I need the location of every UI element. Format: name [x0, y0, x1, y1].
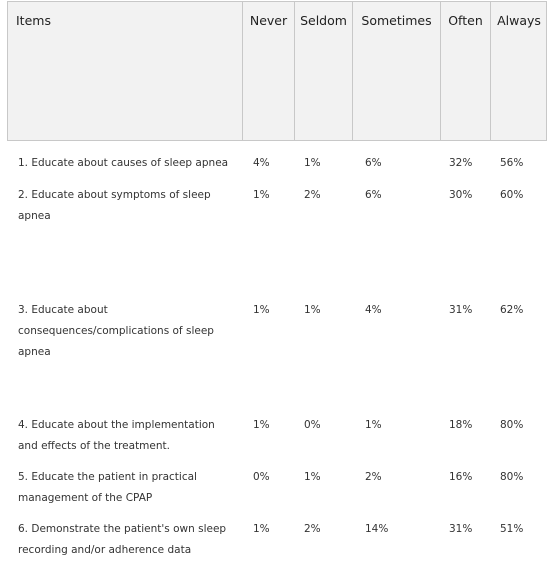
row-never-value: 1% — [253, 189, 270, 201]
row-often-value: 31% — [449, 304, 473, 316]
row-always-value: 60% — [500, 189, 524, 201]
row-item-label: 1. Educate about causes of sleep apnea — [18, 157, 229, 169]
header-items: Items — [16, 13, 51, 28]
row-never-value: 1% — [253, 523, 270, 535]
row-always-value: 62% — [500, 304, 524, 316]
row-sometimes-value: 1% — [365, 419, 382, 431]
row-seldom-value: 2% — [304, 523, 321, 535]
survey-table: Items Never Seldom Sometimes Often Alway… — [7, 1, 547, 563]
row-seldom-value: 0% — [304, 419, 321, 431]
header-never: Never — [242, 2, 294, 141]
table-body: 1. Educate about causes of sleep apnea 4… — [7, 141, 547, 563]
row-sometimes-value: 2% — [365, 471, 382, 483]
row-never-value: 4% — [253, 157, 270, 169]
row-often-value: 16% — [449, 471, 473, 483]
row-never-value: 0% — [253, 471, 270, 483]
table-header: Items Never Seldom Sometimes Often Alway… — [7, 1, 547, 141]
row-item-label: 5. Educate the patient in practical mana… — [18, 471, 197, 504]
row-sometimes-value: 4% — [365, 304, 382, 316]
row-always-value: 80% — [500, 471, 524, 483]
row-often-value: 32% — [449, 157, 473, 169]
row-seldom-value: 1% — [304, 471, 321, 483]
row-sometimes-value: 14% — [365, 523, 389, 535]
row-seldom-value: 1% — [304, 304, 321, 316]
row-seldom-value: 2% — [304, 189, 321, 201]
row-often-value: 30% — [449, 189, 473, 201]
row-always-value: 51% — [500, 523, 524, 535]
row-often-value: 31% — [449, 523, 473, 535]
row-always-value: 80% — [500, 419, 524, 431]
row-sometimes-value: 6% — [365, 189, 382, 201]
row-never-value: 1% — [253, 419, 270, 431]
header-seldom: Seldom — [294, 2, 352, 141]
header-always: Always — [490, 2, 547, 141]
row-item-label: 6. Demonstrate the patient's own sleep r… — [18, 523, 227, 556]
row-item-label: 2. Educate about symptoms of sleep apnea — [18, 189, 211, 222]
header-often: Often — [440, 2, 490, 141]
row-item-label: 3. Educate about consequences/complicati… — [18, 304, 214, 358]
row-always-value: 56% — [500, 157, 524, 169]
row-sometimes-value: 6% — [365, 157, 382, 169]
row-item-label: 4. Educate about the implementation and … — [18, 419, 215, 452]
row-seldom-value: 1% — [304, 157, 321, 169]
header-sometimes: Sometimes — [352, 2, 440, 141]
row-often-value: 18% — [449, 419, 473, 431]
row-never-value: 1% — [253, 304, 270, 316]
